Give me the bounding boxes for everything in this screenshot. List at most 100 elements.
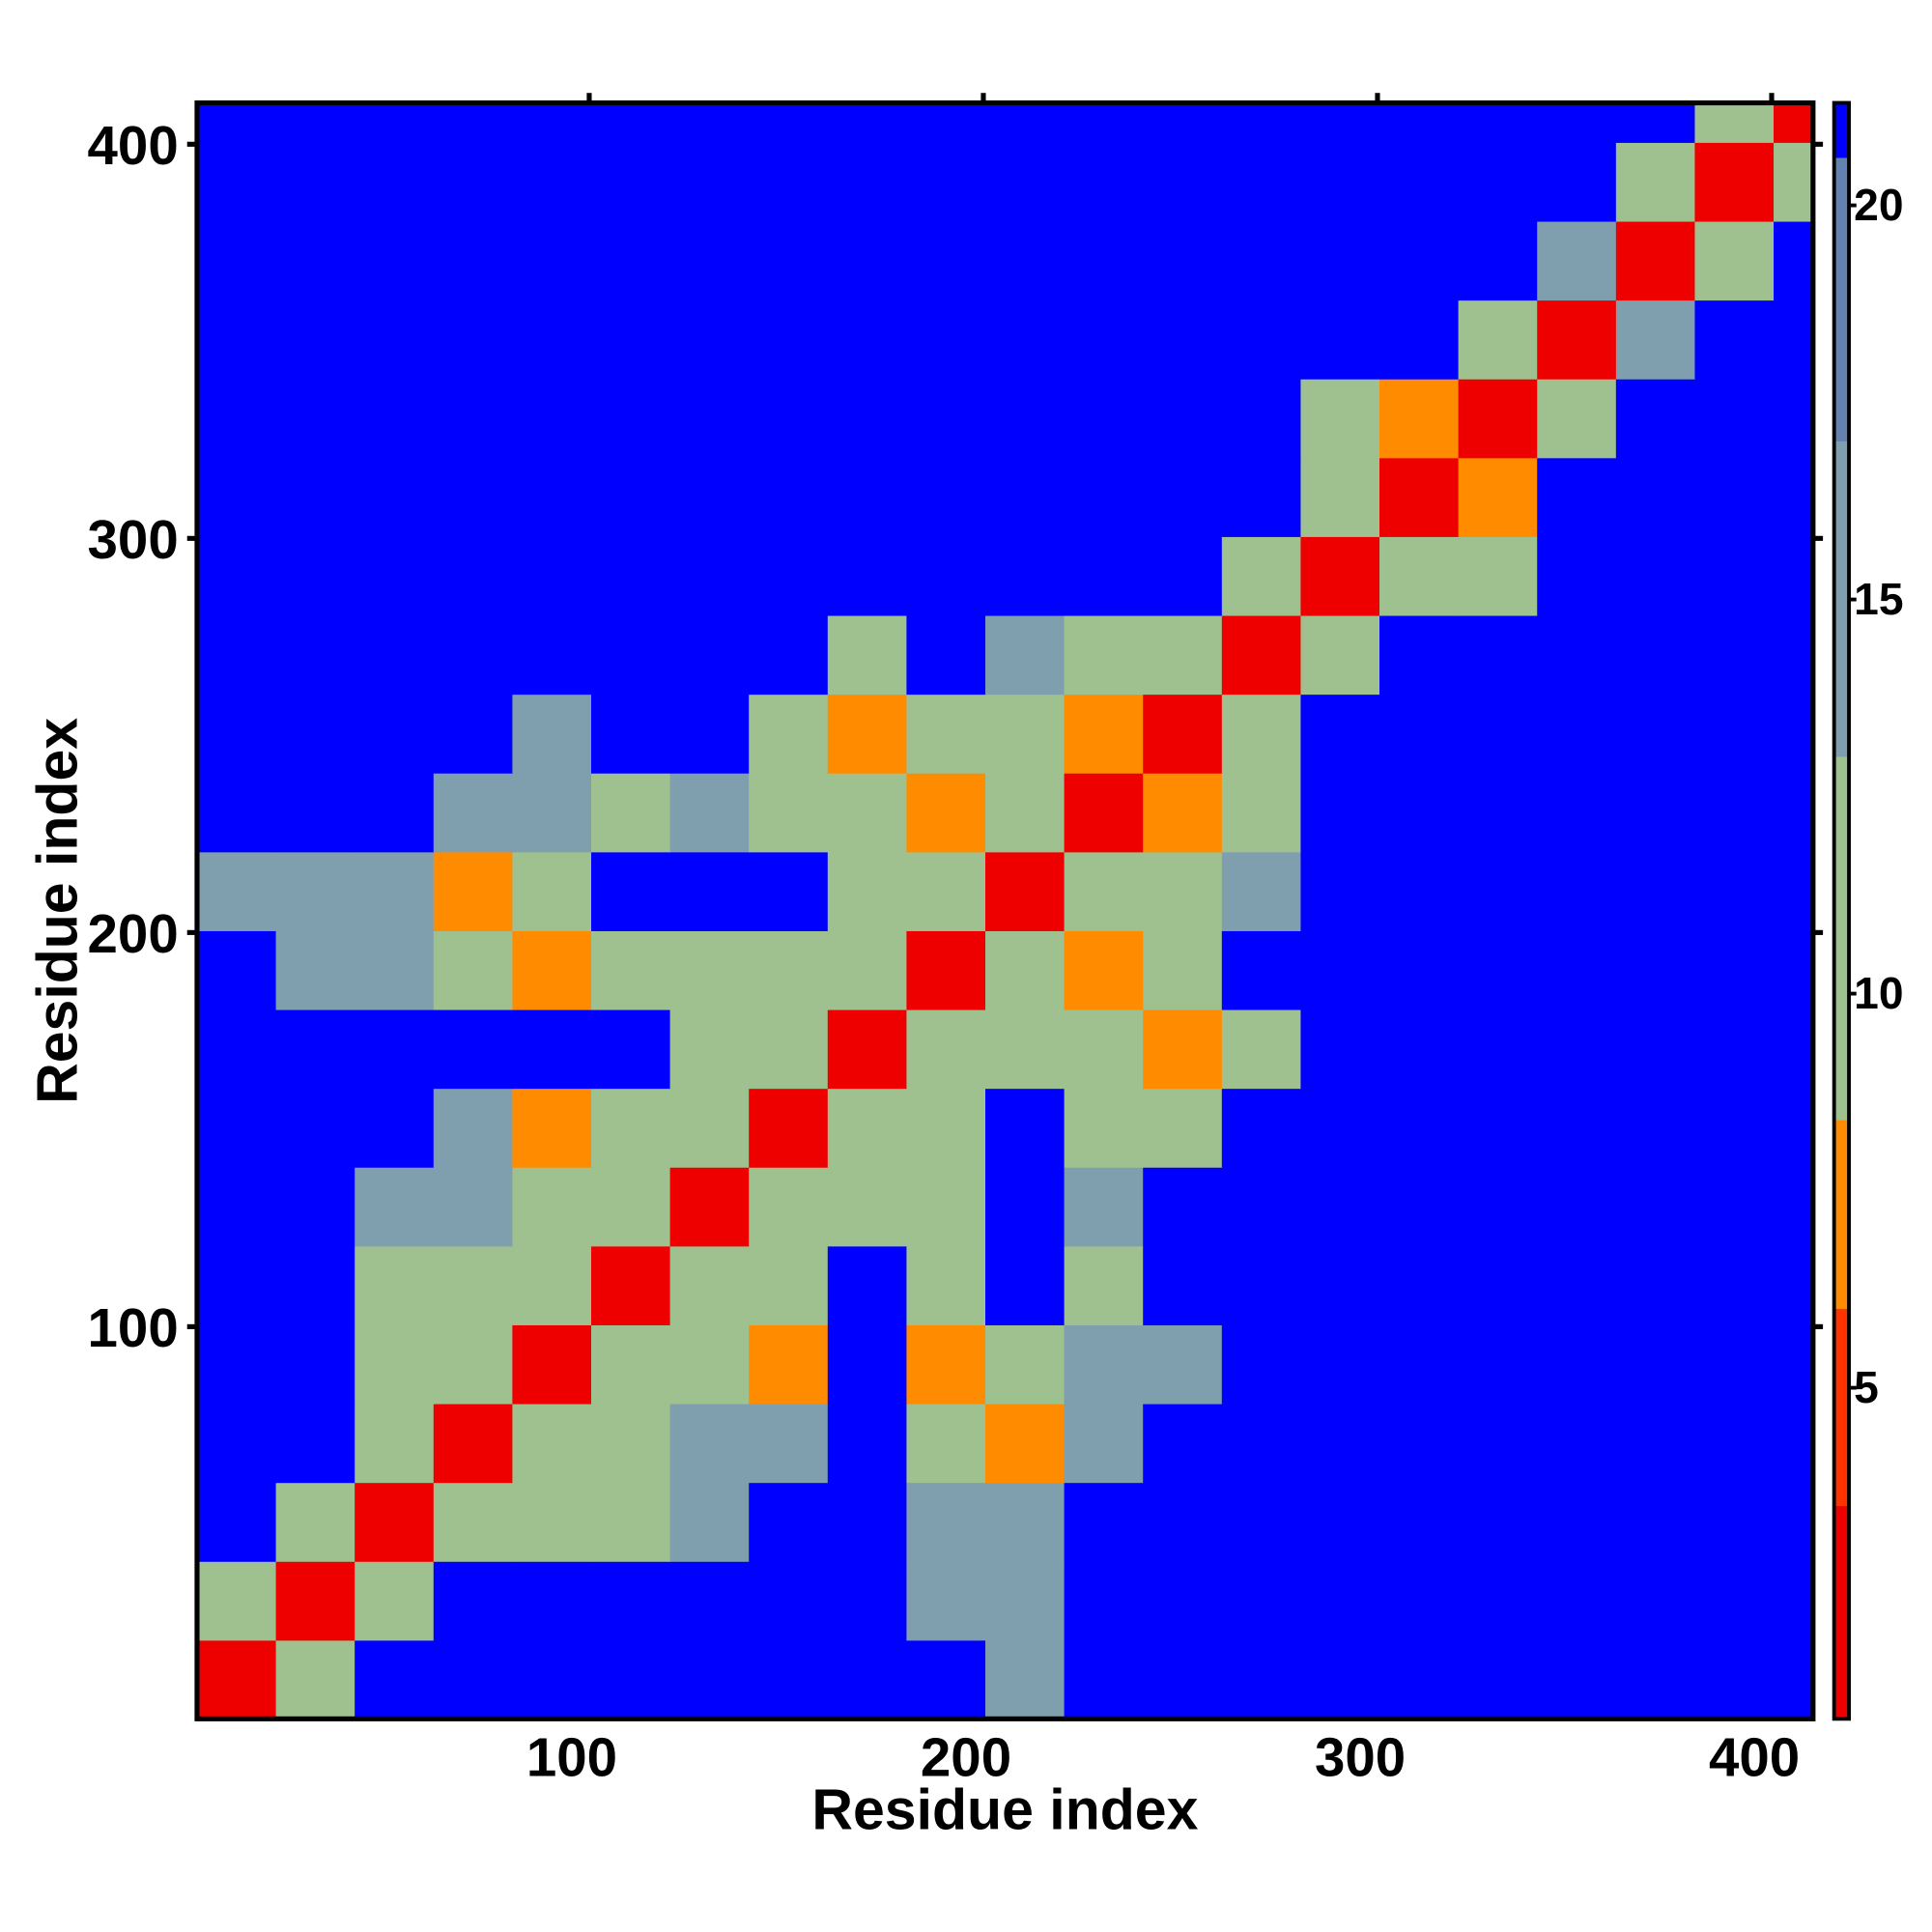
- heatmap-cell: [275, 1009, 355, 1090]
- heatmap-cell: [1064, 299, 1144, 380]
- heatmap-cell: [749, 1245, 829, 1325]
- heatmap-cell: [1064, 220, 1144, 301]
- heatmap-cell: [1064, 457, 1144, 537]
- heatmap-cell: [827, 1324, 908, 1405]
- heatmap-cell: [275, 1324, 355, 1405]
- heatmap-cell: [1064, 773, 1144, 853]
- heatmap-cell: [512, 930, 592, 1010]
- heatmap-cell: [590, 457, 671, 537]
- heatmap-cell: [1458, 1482, 1538, 1562]
- heatmap-cell: [1537, 1245, 1617, 1325]
- heatmap-cell: [590, 1639, 671, 1719]
- heatmap-cell: [985, 1403, 1065, 1484]
- heatmap-cell: [355, 1167, 435, 1247]
- heatmap-cell: [1300, 299, 1380, 380]
- heatmap-cell: [433, 102, 514, 143]
- heatmap-cell: [1221, 536, 1302, 616]
- heatmap-cell: [1064, 102, 1144, 143]
- heatmap-cell: [1537, 1403, 1617, 1484]
- heatmap-cell: [827, 220, 908, 301]
- heatmap-cell: [1537, 851, 1617, 931]
- heatmap-cell: [669, 299, 750, 380]
- heatmap-cell: [1379, 102, 1460, 143]
- heatmap-cell: [355, 773, 435, 853]
- heatmap-cell: [985, 694, 1065, 774]
- heatmap-cell: [355, 1009, 435, 1090]
- heatmap-cell: [512, 1009, 592, 1090]
- heatmap-cell: [355, 142, 435, 222]
- heatmap-cell: [985, 851, 1065, 931]
- heatmap-cell: [1458, 142, 1538, 222]
- heatmap-cell: [196, 1167, 277, 1247]
- heatmap-cell: [1143, 1245, 1223, 1325]
- heatmap-cell: [590, 1245, 671, 1325]
- heatmap-cell: [275, 1245, 355, 1325]
- heatmap-cell: [512, 1639, 592, 1719]
- heatmap-cell: [1379, 142, 1460, 222]
- heatmap-cell: [590, 1561, 671, 1641]
- heatmap-cell: [669, 694, 750, 774]
- heatmap-cell: [1379, 773, 1460, 853]
- heatmap-cell: [669, 614, 750, 696]
- heatmap-cell: [196, 1403, 277, 1484]
- heatmap-cell: [1694, 1245, 1775, 1325]
- heatmap-cell: [590, 614, 671, 696]
- heatmap-cell: [1221, 930, 1302, 1010]
- heatmap-cell: [906, 1403, 986, 1484]
- heatmap-cell: [1615, 1561, 1696, 1641]
- heatmap-cell: [827, 1088, 908, 1168]
- heatmap-cell: [985, 1639, 1065, 1719]
- heatmap-cell: [1458, 1088, 1538, 1168]
- heatmap-cell: [1379, 1167, 1460, 1247]
- heatmap-cell: [1143, 1324, 1223, 1405]
- heatmap-cell: [1774, 773, 1814, 853]
- heatmap-cell: [275, 694, 355, 774]
- heatmap-cell: [827, 1009, 908, 1090]
- heatmap-cell: [355, 614, 435, 696]
- heatmap-cell: [590, 1088, 671, 1168]
- heatmap-cell: [906, 773, 986, 853]
- heatmap-cell: [1458, 102, 1538, 143]
- heatmap-cell: [196, 1245, 277, 1325]
- heatmap-cell: [1458, 614, 1538, 696]
- heatmap-cell: [1221, 773, 1302, 853]
- heatmap-cell: [906, 694, 986, 774]
- heatmap-cell: [827, 773, 908, 853]
- heatmap-cell: [1774, 1561, 1814, 1641]
- heatmap-cell: [827, 142, 908, 222]
- heatmap-cell: [1537, 1167, 1617, 1247]
- colorbar-frame: [1832, 100, 1851, 1721]
- heatmap-cell: [827, 457, 908, 537]
- heatmap-cell: [590, 1403, 671, 1484]
- heatmap-cell: [355, 536, 435, 616]
- heatmap-cell: [590, 1482, 671, 1562]
- heatmap-cell: [590, 142, 671, 222]
- heatmap-cell: [196, 1482, 277, 1562]
- heatmap-cell: [827, 102, 908, 143]
- heatmap-cell: [1221, 1639, 1302, 1719]
- heatmap-cell: [1300, 1639, 1380, 1719]
- heatmap-cell: [749, 1324, 829, 1405]
- heatmap-cell: [433, 1167, 514, 1247]
- heatmap-cell: [1379, 1088, 1460, 1168]
- heatmap-cell: [749, 1088, 829, 1168]
- colorbar-tick-label: 5: [1854, 1362, 1879, 1412]
- x-tick-label: 100: [526, 1726, 617, 1787]
- heatmap-cell: [1458, 299, 1538, 380]
- heatmap-cell: [196, 102, 277, 143]
- heatmap-cell: [433, 851, 514, 931]
- heatmap-cell: [1379, 1639, 1460, 1719]
- heatmap-cell: [433, 536, 514, 616]
- heatmap-cell: [906, 299, 986, 380]
- heatmap-cell: [1064, 851, 1144, 931]
- heatmap-cell: [827, 1482, 908, 1562]
- heatmap-cell: [1774, 1639, 1814, 1719]
- heatmap-cell: [196, 1561, 277, 1641]
- heatmap-cell: [1537, 1639, 1617, 1719]
- heatmap-cell: [355, 1482, 435, 1562]
- heatmap-cell: [1300, 1482, 1380, 1562]
- heatmap-cell: [1694, 614, 1775, 696]
- heatmap-cell: [827, 851, 908, 931]
- heatmap-cell: [1537, 102, 1617, 143]
- heatmap-cell: [512, 299, 592, 380]
